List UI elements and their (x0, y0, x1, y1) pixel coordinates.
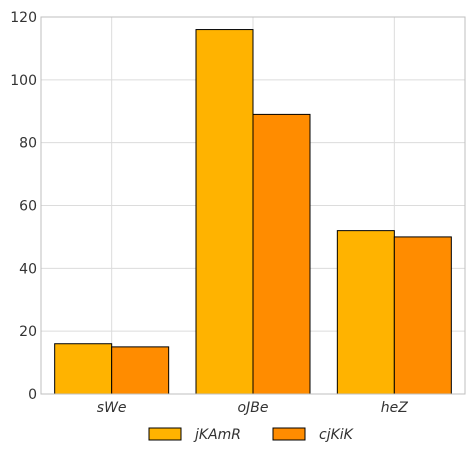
bar (111, 346, 170, 395)
x-tick-label: heZ (381, 400, 408, 416)
y-tick-label: 20 (19, 324, 37, 340)
y-tick-label: 100 (10, 73, 37, 89)
legend-label: cjKiK (319, 427, 355, 443)
x-tick-label: sWe (97, 400, 127, 416)
legend-label: jKAmR (193, 427, 241, 443)
bar (336, 230, 395, 395)
legend-swatch (272, 427, 306, 441)
y-tick-label: 60 (19, 199, 37, 215)
bar (393, 236, 452, 395)
y-axis-ticks: 0 20 40 60 80 100 120 (10, 10, 37, 403)
legend: jKAmR cjKiK (148, 427, 355, 443)
x-axis-ticks: sWe oJBe heZ (97, 400, 408, 416)
bar (54, 343, 113, 395)
bar (252, 113, 311, 395)
x-tick-label: oJBe (238, 400, 269, 416)
bar (195, 29, 254, 395)
y-tick-label: 0 (28, 387, 37, 403)
y-tick-label: 40 (19, 261, 37, 277)
bars-group (54, 29, 452, 395)
plot-area-frame (40, 16, 466, 395)
y-tick-label: 80 (19, 136, 37, 152)
y-tick-label: 120 (10, 10, 37, 26)
legend-swatch (148, 427, 182, 441)
